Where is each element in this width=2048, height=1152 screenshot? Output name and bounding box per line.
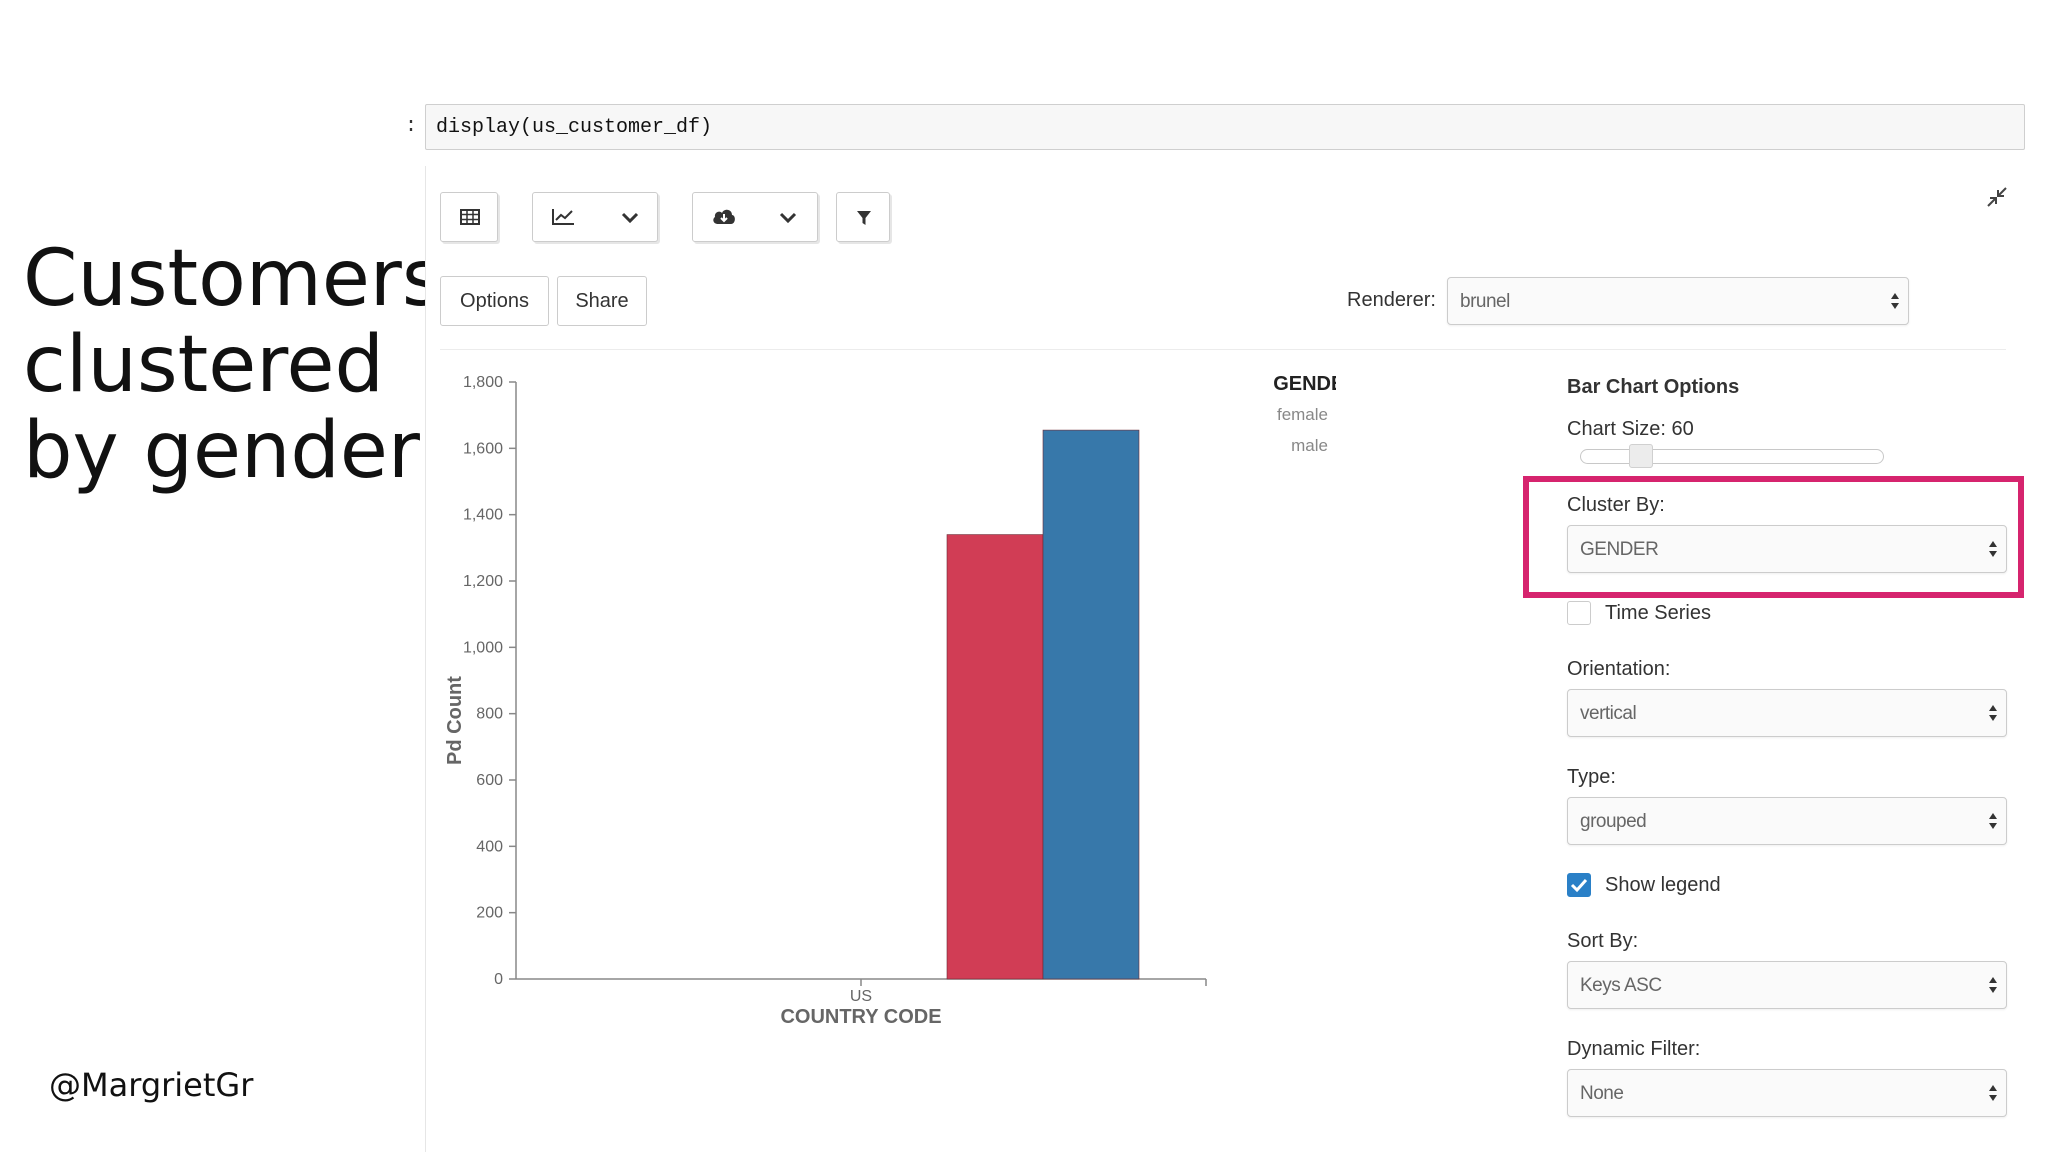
- line-chart-icon: [552, 209, 574, 225]
- y-tick-label: 600: [476, 772, 503, 789]
- x-axis-title: COUNTRY CODE: [780, 1006, 941, 1028]
- code-text[interactable]: display(us_customer_df): [436, 116, 713, 139]
- divider: [440, 349, 2006, 350]
- cloud-download-icon: [713, 209, 735, 224]
- checkmark-icon: [1570, 878, 1588, 893]
- code-cell[interactable]: display(us_customer_df): [425, 104, 2025, 150]
- slide-title-line: clustered: [23, 320, 385, 410]
- filter-button[interactable]: [836, 192, 890, 242]
- renderer-label: Renderer:: [1347, 289, 1436, 311]
- cluster-by-value: GENDER: [1580, 539, 1659, 560]
- select-arrows-icon: [1989, 705, 1997, 721]
- chevron-down-icon: [779, 212, 797, 224]
- cluster-by-label: Cluster By:: [1567, 494, 1665, 516]
- y-tick-label: 800: [476, 706, 503, 723]
- sort-by-value: Keys ASC: [1580, 975, 1662, 996]
- type-label: Type:: [1567, 766, 1616, 788]
- bar-chart: 0 200 400 600 800 1,000 1,200 1,400 1,600 1,800 Pd…: [444, 373, 1336, 1028]
- type-value: grouped: [1580, 811, 1647, 832]
- x-tick-label: US: [850, 988, 872, 1005]
- y-tick-label: 1,000: [463, 639, 503, 656]
- chart-size-label: Chart Size: 60: [1567, 418, 1694, 440]
- type-select[interactable]: grouped: [1567, 797, 2007, 845]
- time-series-checkbox[interactable]: [1567, 601, 1591, 625]
- table-view-button[interactable]: [440, 192, 498, 242]
- time-series-label: Time Series: [1605, 602, 1711, 624]
- renderer-select[interactable]: brunel: [1447, 277, 1909, 325]
- y-tick-label: 200: [476, 905, 503, 922]
- filter-icon: [857, 211, 871, 225]
- legend-label-female: female: [1277, 405, 1328, 424]
- orientation-value: vertical: [1580, 703, 1637, 724]
- sort-by-label: Sort By:: [1567, 930, 1639, 952]
- dynamic-filter-label: Dynamic Filter:: [1567, 1038, 1701, 1060]
- orientation-label: Orientation:: [1567, 658, 1671, 680]
- orientation-select[interactable]: vertical: [1567, 689, 2007, 737]
- cell-prompt: :: [405, 115, 418, 138]
- show-legend-label: Show legend: [1605, 874, 1721, 896]
- bar-male: [946, 534, 1044, 980]
- select-arrows-icon: [1989, 977, 1997, 993]
- options-button[interactable]: Options: [440, 276, 549, 326]
- bar-female: [1042, 429, 1140, 980]
- chart-type-button[interactable]: [532, 192, 658, 242]
- highlight-box: [1523, 476, 2024, 598]
- y-tick-label: 400: [476, 838, 503, 855]
- collapse-arrows-icon[interactable]: [1986, 186, 2008, 208]
- legend-title: GENDER: [1273, 373, 1336, 395]
- renderer-value: brunel: [1460, 291, 1510, 312]
- y-tick-label: 1,200: [463, 573, 503, 590]
- show-legend-checkbox[interactable]: [1567, 873, 1591, 897]
- select-arrows-icon: [1989, 1085, 1997, 1101]
- slide-title-line: Customers: [23, 234, 443, 324]
- y-tick-label: 0: [494, 971, 503, 988]
- slide-title: Customers clustered by gender: [23, 236, 443, 494]
- share-button[interactable]: Share: [557, 276, 647, 326]
- y-tick-label: 1,600: [463, 440, 503, 457]
- cluster-by-select[interactable]: GENDER: [1567, 525, 2007, 573]
- slide-title-line: by gender: [23, 406, 420, 496]
- dynamic-filter-value: None: [1580, 1083, 1624, 1104]
- chart-size-slider[interactable]: [1580, 449, 1884, 464]
- chart-size-slider-handle[interactable]: [1629, 444, 1653, 468]
- panel-title: Bar Chart Options: [1567, 376, 1740, 398]
- y-axis-title: Pd Count: [444, 676, 466, 765]
- author-handle: @MargrietGr: [49, 1066, 254, 1104]
- y-tick-label: 1,800: [463, 374, 503, 391]
- select-arrows-icon: [1989, 813, 1997, 829]
- table-icon: [460, 209, 480, 225]
- download-button[interactable]: [692, 192, 818, 242]
- dynamic-filter-select[interactable]: None: [1567, 1069, 2007, 1117]
- y-tick-label: 1,400: [463, 507, 503, 524]
- select-arrows-icon: [1989, 541, 1997, 557]
- sort-by-select[interactable]: Keys ASC: [1567, 961, 2007, 1009]
- legend-label-male: male: [1291, 436, 1328, 455]
- chevron-down-icon: [621, 212, 639, 224]
- select-arrows-icon: [1891, 293, 1899, 309]
